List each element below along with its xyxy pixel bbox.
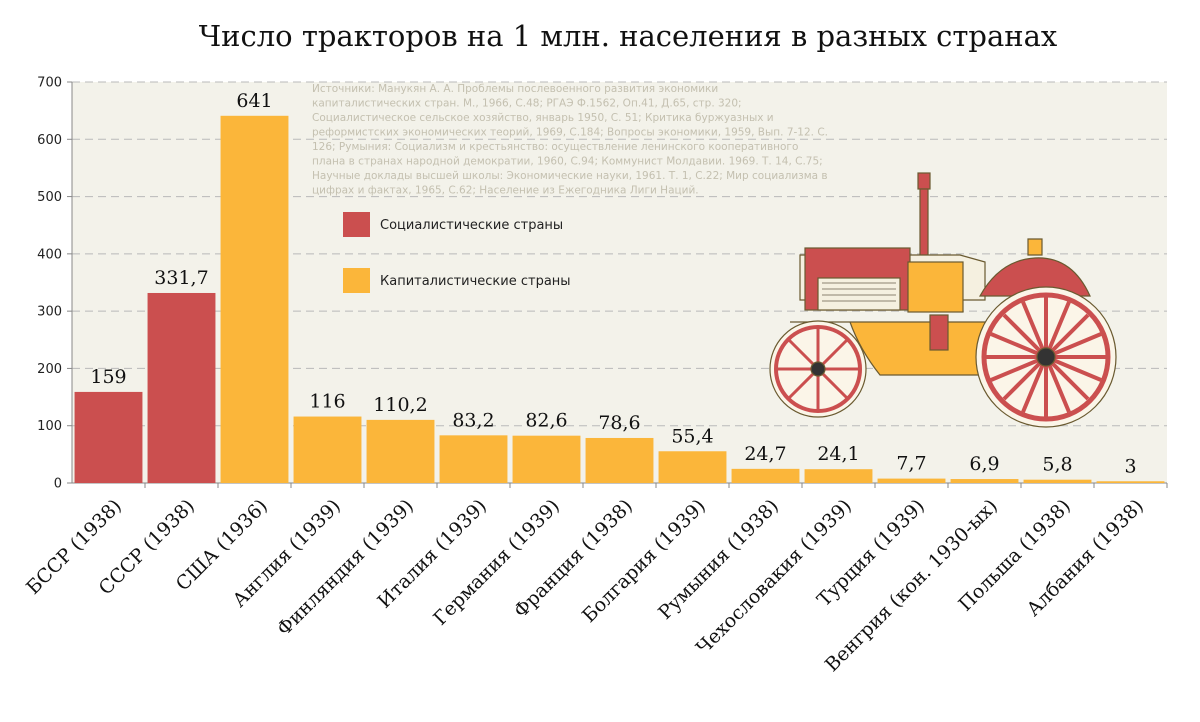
bar — [74, 391, 143, 483]
data-label: 55,4 — [671, 425, 713, 447]
source-line: цифрах и фактах, 1965, С.62; Население и… — [312, 185, 699, 197]
data-label: 6,9 — [969, 453, 999, 475]
y-tick-label: 200 — [37, 362, 62, 377]
bar — [293, 416, 362, 483]
bar — [1023, 479, 1092, 483]
bar — [1096, 481, 1165, 483]
source-line: реформистских экономических теорий, 1969… — [312, 127, 828, 139]
data-label: 3 — [1124, 455, 1136, 477]
source-line: 126; Румыния: Социализм и крестьянство: … — [312, 141, 798, 153]
legend-label-capitalist: Капиталистические страны — [380, 274, 571, 289]
bar — [585, 437, 654, 483]
data-label: 159 — [90, 366, 126, 388]
y-tick-label: 700 — [37, 76, 62, 91]
source-line: плана в странах народной демократии, 196… — [312, 156, 823, 168]
y-tick-label: 100 — [37, 419, 62, 434]
bar — [147, 292, 216, 483]
bar — [877, 478, 946, 483]
bar — [950, 479, 1019, 483]
y-tick-label: 0 — [54, 477, 62, 492]
bars — [72, 115, 1167, 484]
data-label: 83,2 — [452, 409, 494, 431]
legend-swatch-socialist — [343, 212, 370, 237]
category-label: Германия (1939) — [429, 495, 564, 630]
bar — [804, 469, 873, 483]
source-line: капиталистических стран. М., 1966, С.48;… — [312, 98, 742, 110]
category-label: Финляндия (1939) — [273, 495, 418, 640]
category-labels: БССР (1938)СССР (1938)США (1936)Англия (… — [22, 483, 1168, 676]
chart-title: Число тракторов на 1 млн. населения в ра… — [199, 19, 1058, 53]
legend-swatch-capitalist — [343, 268, 370, 293]
data-label: 7,7 — [896, 453, 926, 475]
bar — [512, 435, 581, 483]
data-label: 110,2 — [373, 394, 427, 416]
source-note: Источники: Манукян А. А. Проблемы послев… — [312, 83, 828, 197]
category-label: Болгария (1939) — [578, 495, 710, 627]
category-label: Румыния (1938) — [654, 495, 783, 624]
data-label: 24,7 — [744, 443, 786, 465]
source-line: Источники: Манукян А. А. Проблемы послев… — [312, 83, 718, 95]
data-label: 641 — [236, 90, 272, 112]
y-tick-label: 500 — [37, 190, 62, 205]
data-label: 78,6 — [598, 412, 640, 434]
legend: Социалистические страны Капиталистически… — [343, 212, 571, 293]
data-label: 5,8 — [1042, 454, 1072, 476]
source-line: Научные доклады высшей школы: Экономичес… — [312, 170, 828, 182]
source-line: Социалистическое сельское хозяйство, янв… — [312, 112, 774, 124]
bar — [220, 115, 289, 483]
bar — [658, 451, 727, 483]
tractor-icon — [769, 172, 1117, 428]
y-tick-label: 400 — [37, 247, 62, 262]
bar — [439, 435, 508, 483]
y-axis: 0 100 200 300 400 500 600 700 — [37, 76, 73, 492]
y-tick-label: 600 — [37, 133, 62, 148]
data-label: 116 — [309, 391, 345, 413]
legend-label-socialist: Социалистические страны — [380, 218, 563, 233]
data-labels: 159 331,7 641 116 110,2 83,2 82,6 78,6 55,4 24,7 2… — [90, 90, 1136, 477]
data-label: 331,7 — [154, 267, 208, 289]
data-label: 82,6 — [525, 410, 567, 432]
bar — [366, 419, 435, 483]
y-tick-label: 300 — [37, 305, 62, 320]
data-label: 24,1 — [817, 443, 859, 465]
bar — [731, 468, 800, 483]
